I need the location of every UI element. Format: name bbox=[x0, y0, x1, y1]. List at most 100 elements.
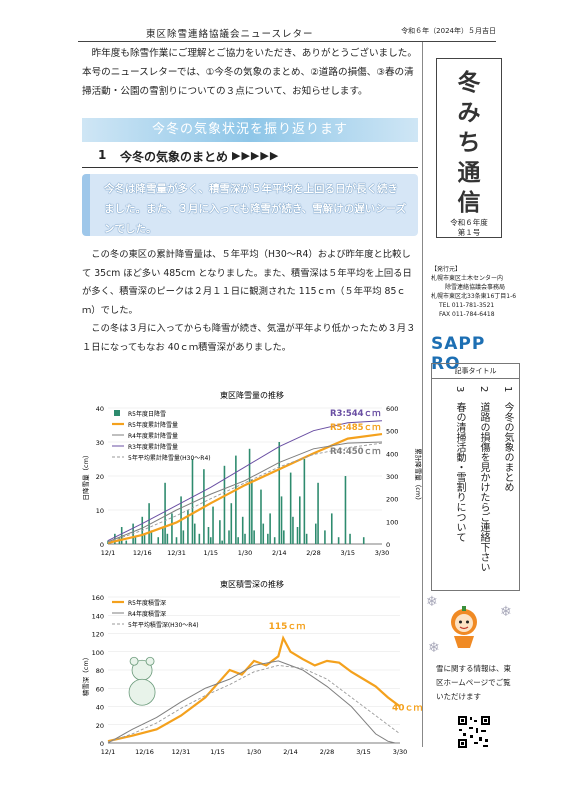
y-tick-label: 20 bbox=[96, 473, 104, 481]
daily-snow-bar bbox=[198, 533, 201, 544]
daily-snow-bar bbox=[191, 459, 194, 544]
x-tick-label: 12/16 bbox=[135, 748, 154, 756]
daily-snow-bar bbox=[269, 513, 271, 544]
snowfall-chart: 東区降雪量の推移010203040010020030040050060012/1… bbox=[82, 390, 422, 557]
series-line-1 bbox=[107, 635, 401, 743]
x-tick-label: 12/1 bbox=[101, 748, 116, 756]
daily-snow-bar bbox=[260, 489, 262, 544]
daily-snow-bar bbox=[209, 537, 212, 544]
daily-snow-bar bbox=[175, 537, 178, 544]
daily-snow-bar bbox=[182, 530, 185, 544]
title-char: 信 bbox=[457, 189, 481, 216]
y-tick-label: 20 bbox=[96, 722, 104, 730]
y-tick-label: 40 bbox=[96, 704, 104, 712]
title-char: み bbox=[457, 99, 481, 126]
toc-caption: 記事タイトル bbox=[432, 364, 519, 379]
intro-text: 昨年度も除雪作業にご理解とご協力をいただき、ありがとうございました。本号のニュー… bbox=[82, 48, 417, 97]
y-tick-label: 80 bbox=[96, 667, 104, 675]
daily-snow-bar bbox=[212, 506, 214, 544]
heading-underline bbox=[82, 167, 418, 168]
issue-number: 第１号 bbox=[457, 228, 481, 237]
mascot-icon bbox=[451, 606, 477, 648]
section-banner: 今冬の気象状況を振り返ります bbox=[82, 118, 418, 142]
daily-snow-bar bbox=[251, 479, 253, 544]
series-annotation: R4:450ｃｍ bbox=[330, 447, 381, 457]
body-paragraph-2: この冬は３月に入ってからも降雪が続き、気温が平年より低かったため３月３１日になっ… bbox=[82, 323, 416, 353]
daily-snow-bar bbox=[157, 537, 160, 544]
series-line-2 bbox=[107, 441, 383, 543]
x-tick-label: 2/28 bbox=[320, 748, 335, 756]
legend-label: R4年度累計降雪量 bbox=[128, 432, 178, 440]
x-tick-label: 2/14 bbox=[272, 549, 287, 557]
x-tick-label: 2/28 bbox=[306, 549, 321, 557]
subsection-title: 今冬の気象のまとめ bbox=[120, 150, 229, 164]
daily-snow-bar bbox=[134, 537, 137, 544]
table-of-contents: 記事タイトル 1 今冬の気象のまとめ 2 道路の損傷を見かけたらご連絡下さい 3… bbox=[431, 363, 520, 591]
daily-snow-bar bbox=[125, 540, 128, 544]
x-tick-label: 3/15 bbox=[340, 549, 355, 557]
sapporo-logo: SAPP RO bbox=[431, 334, 486, 374]
series-line-4 bbox=[107, 442, 383, 543]
qr-code-icon[interactable] bbox=[457, 715, 491, 749]
x-tick-label: 3/30 bbox=[393, 748, 408, 756]
daily-snow-bar bbox=[283, 530, 285, 544]
daily-snow-bar bbox=[241, 516, 244, 544]
daily-snow-bar bbox=[207, 527, 210, 544]
toc-item[interactable]: 2 道路の損傷を見かけたらご連絡下さい bbox=[478, 386, 489, 573]
pub-line: 札幌市東区北33条東16丁目1-6 bbox=[431, 293, 517, 300]
daily-snow-bar bbox=[120, 527, 123, 544]
daily-snow-bar bbox=[303, 459, 306, 544]
y-tick-label: 30 bbox=[96, 439, 104, 447]
daily-snow-bar bbox=[230, 503, 233, 544]
legend-label: R5年度累計降雪量 bbox=[128, 421, 178, 429]
legend-label: R4年度積雪深 bbox=[128, 610, 166, 618]
daily-snow-bar bbox=[166, 533, 169, 544]
daily-snow-bar bbox=[228, 530, 230, 544]
toc-item[interactable]: 1 今冬の気象のまとめ bbox=[502, 386, 513, 493]
daily-snow-bar bbox=[219, 520, 221, 544]
daily-snow-bar bbox=[330, 513, 333, 544]
daily-snow-bar bbox=[344, 476, 347, 544]
daily-snow-bar bbox=[248, 448, 251, 544]
toc-item[interactable]: 3 春の清掃活動・雪割りについて bbox=[454, 386, 465, 543]
chart-title: 東区降雪量の推移 bbox=[220, 390, 284, 400]
snowflake-icon: ❄ bbox=[428, 640, 440, 656]
x-tick-label: 12/31 bbox=[172, 748, 191, 756]
x-tick-label: 3/15 bbox=[356, 748, 371, 756]
x-tick-label: 2/14 bbox=[283, 748, 298, 756]
daily-snow-bar bbox=[143, 533, 146, 544]
daily-snow-bar bbox=[273, 537, 276, 544]
y-tick-label: 120 bbox=[92, 631, 104, 639]
y-axis-label: 積雪深（cm） bbox=[82, 654, 90, 696]
daily-snow-bar bbox=[187, 510, 189, 544]
y-tick-label: 10 bbox=[96, 507, 104, 515]
x-tick-label: 1/15 bbox=[203, 549, 218, 557]
daily-snow-bar bbox=[244, 533, 246, 544]
daily-snow-bar bbox=[150, 530, 153, 544]
daily-snow-bar bbox=[148, 503, 150, 544]
legend-label: 5年平均積雪深(H30～R4) bbox=[128, 621, 199, 629]
daily-snow-bar bbox=[278, 442, 281, 544]
highlight-box: 今冬は降雪量が多く、積雪深が５年平均を上回る日が長く続きました。また、３月に入っ… bbox=[82, 174, 418, 236]
newsletter-title-box: 冬 み ち 通 信 令和６年度 第１号 bbox=[436, 58, 502, 238]
snow-depth-chart: 東区積雪深の推移 0 20 40 60 80 100 120 140 160 12/1 12/16 12… bbox=[82, 579, 422, 756]
x-tick-label: 1/30 bbox=[247, 748, 262, 756]
legend-label: R5年度積雪深 bbox=[128, 599, 166, 607]
daily-snow-bar bbox=[237, 537, 239, 544]
y2-axis-label: 累計降雪量（cm） bbox=[414, 448, 422, 503]
publisher-info: 【発行元】 札幌市東区土木センター内 除雪連絡協議会事務局 札幌市東区北33条東… bbox=[431, 265, 531, 319]
daily-snow-bar bbox=[162, 527, 164, 544]
daily-snow-bar bbox=[267, 533, 269, 544]
pub-line: 除雪連絡協議会事務局 bbox=[445, 284, 506, 291]
y2-tick-label: 300 bbox=[386, 473, 398, 481]
header-divider bbox=[78, 41, 496, 42]
body-text: この冬の東区の累計降雪量は、５年平均（H30～R4）および昨年度と比較して 35… bbox=[82, 246, 418, 357]
y2-tick-label: 100 bbox=[386, 518, 398, 526]
daily-snow-bar bbox=[235, 455, 237, 544]
series-annotation: R5:485ｃｍ bbox=[330, 423, 381, 433]
daily-snow-bar bbox=[317, 482, 319, 544]
highlight-text: 今冬は降雪量が多く、積雪深が５年平均を上回る日が長く続きました。また、３月に入っ… bbox=[104, 183, 407, 235]
y2-tick-label: 0 bbox=[386, 541, 390, 549]
y-tick-label: 140 bbox=[92, 612, 104, 620]
daily-snow-bar bbox=[262, 523, 265, 544]
